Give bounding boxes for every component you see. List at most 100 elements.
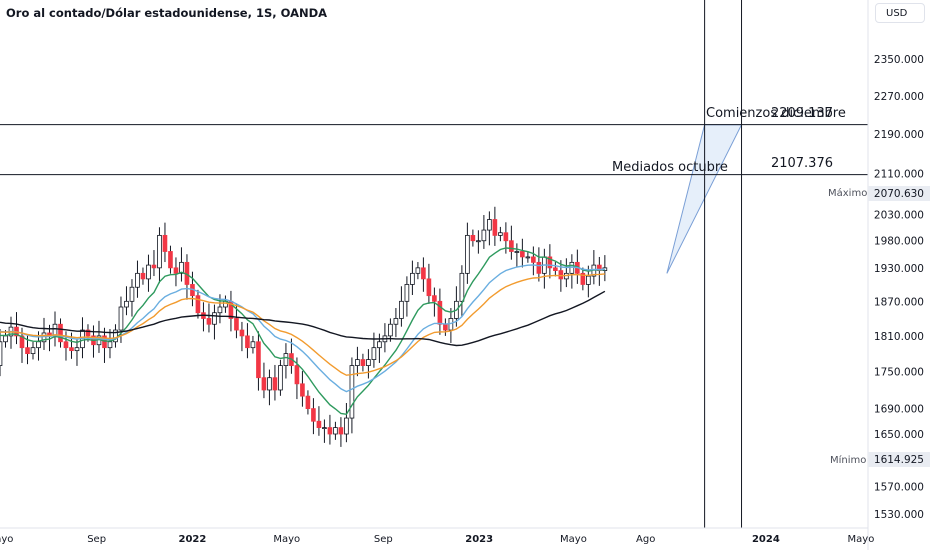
max-value-badge xyxy=(868,186,930,201)
candle-body xyxy=(267,377,272,391)
candle-body xyxy=(503,232,509,242)
candle-body xyxy=(487,219,492,231)
candle-body xyxy=(355,359,360,366)
candle-body xyxy=(261,377,267,391)
candle-body xyxy=(327,427,333,435)
candle-body xyxy=(371,347,377,360)
candle-body xyxy=(58,323,63,343)
candle-body xyxy=(349,365,355,419)
candle-body xyxy=(135,272,140,288)
candle-body xyxy=(338,427,344,435)
candle-body xyxy=(344,417,349,435)
y-tick-label: 1980.000 xyxy=(874,236,924,248)
candle-body xyxy=(30,347,36,355)
candle-body xyxy=(404,284,410,302)
candle-body xyxy=(212,312,217,325)
candle-body xyxy=(393,318,399,325)
candle-body xyxy=(492,219,498,236)
candle-body xyxy=(250,341,256,349)
candle-body xyxy=(360,359,366,366)
min-label: Mínimo xyxy=(830,454,866,466)
y-tick-label: 1930.000 xyxy=(874,263,924,275)
y-tick-label: 2350.000 xyxy=(874,54,924,66)
max-label: Máximo xyxy=(828,187,867,199)
y-tick-label: 1750.000 xyxy=(874,367,924,379)
candle-body xyxy=(69,347,74,352)
candle-body xyxy=(118,306,124,331)
x-tick-label: Mayo xyxy=(560,534,587,545)
candle-body xyxy=(124,300,129,308)
candle-body xyxy=(173,267,179,274)
ma-line xyxy=(0,264,605,393)
candle-body xyxy=(85,329,91,337)
candle-body xyxy=(514,251,520,253)
candle-body xyxy=(421,267,426,280)
candle-body xyxy=(3,335,8,343)
candle-body xyxy=(377,341,382,349)
candle-body xyxy=(36,341,41,349)
candle-body xyxy=(525,256,531,259)
x-tick-label: 2024 xyxy=(752,534,780,545)
candle-body xyxy=(536,261,542,274)
candle-body xyxy=(74,347,80,352)
y-tick-label: 2190.000 xyxy=(874,129,924,141)
currency-button[interactable]: USD xyxy=(875,3,925,23)
candle-body xyxy=(459,272,465,302)
candle-body xyxy=(129,286,135,302)
candle-body xyxy=(234,318,239,331)
candle-body xyxy=(63,341,69,349)
x-tick-label: Mayo xyxy=(0,534,13,545)
candle-body xyxy=(432,295,437,302)
candle-body xyxy=(333,427,338,435)
hline2-label: Comienzos diciembre xyxy=(706,106,846,121)
hline1-value: 2107.376 xyxy=(771,156,833,171)
candle-body xyxy=(531,256,536,263)
hline1-label: Mediados octubre xyxy=(612,160,728,175)
y-tick-label: 2030.000 xyxy=(874,209,924,221)
candle-body xyxy=(300,383,305,397)
max-value: 2070.630 xyxy=(874,188,924,200)
chart-title: Oro al contado/Dólar estadounidense, 1S,… xyxy=(6,6,327,20)
x-tick-label: 2023 xyxy=(465,534,493,545)
candle-body xyxy=(586,275,591,285)
x-tick-label: Mayo xyxy=(848,534,875,545)
y-tick-label: 1530.000 xyxy=(874,509,924,521)
candle-body xyxy=(305,395,311,410)
candle-body xyxy=(426,278,432,297)
x-tick-label: Mayo xyxy=(273,534,300,545)
x-tick-label: Sep xyxy=(87,534,106,545)
candle-body xyxy=(245,335,250,349)
y-tick-label: 1870.000 xyxy=(874,296,924,308)
ma-line xyxy=(0,247,605,416)
candle-body xyxy=(283,353,289,366)
candle-body xyxy=(102,335,107,349)
candle-body xyxy=(498,232,503,236)
candle-body xyxy=(443,323,448,331)
candle-body xyxy=(481,229,487,242)
candle-body xyxy=(415,267,421,274)
y-tick-label: 1810.000 xyxy=(874,331,924,343)
candle-body xyxy=(399,300,404,319)
y-tick-label: 2270.000 xyxy=(874,91,924,103)
candle-body xyxy=(195,295,201,314)
candle-body xyxy=(140,272,146,280)
ma-line xyxy=(0,273,605,376)
candle-body xyxy=(272,377,278,391)
candle-body xyxy=(322,427,327,430)
min-value-badge xyxy=(868,452,930,467)
candle-body xyxy=(162,234,168,252)
candle-body xyxy=(470,234,476,242)
hline2-value: 2209.137 xyxy=(771,106,833,121)
min-value: 1614.925 xyxy=(874,454,924,466)
candle-body xyxy=(113,329,118,343)
candle-body xyxy=(19,335,25,349)
candle-body xyxy=(547,256,553,269)
candle-body xyxy=(509,240,514,252)
y-tick-label: 1570.000 xyxy=(874,482,924,494)
candle-body xyxy=(465,234,470,274)
candle-body xyxy=(388,323,393,337)
candle-body xyxy=(25,347,30,355)
candle-body xyxy=(206,318,212,325)
x-tick-label: Ago xyxy=(636,534,655,545)
